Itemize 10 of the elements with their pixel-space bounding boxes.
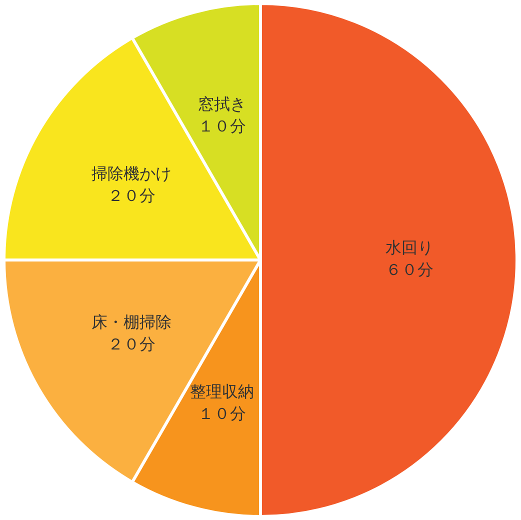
slice-label: 掃除機かけ	[92, 164, 172, 183]
slice-label: 水回り	[385, 238, 434, 258]
data-label: ２０分	[108, 186, 156, 205]
data-label: １０分	[198, 404, 246, 423]
slice-label: 床・棚掃除	[92, 312, 172, 332]
data-label: ６０分	[385, 260, 434, 280]
data-label: １０分	[198, 116, 246, 136]
slice-label: 整理収納	[190, 382, 254, 401]
data-label: ２０分	[108, 334, 156, 354]
slice-label: 窓拭き	[198, 94, 246, 114]
